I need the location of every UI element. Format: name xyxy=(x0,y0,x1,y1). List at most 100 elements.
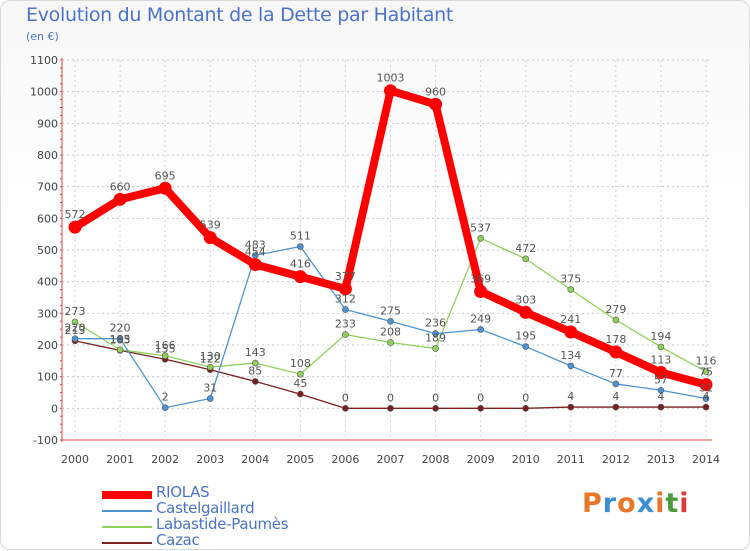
x-tick-label: 2005 xyxy=(286,453,314,466)
legend-label-castelgaillard: Castelgaillard xyxy=(156,499,255,517)
y-tick-label: 700 xyxy=(37,181,58,194)
data-label-cazac: 0 xyxy=(342,391,349,404)
data-point-riolas xyxy=(429,97,443,111)
data-label-castelgaillard: 312 xyxy=(335,293,356,306)
logo-letter: P xyxy=(582,488,603,519)
data-point-riolas xyxy=(519,305,533,319)
data-label-labastide-paumes: 108 xyxy=(290,357,311,370)
data-point-riolas xyxy=(654,366,668,380)
data-label-castelgaillard: 220 xyxy=(110,322,131,335)
data-label-riolas: 241 xyxy=(560,313,581,326)
data-label-cazac: 4 xyxy=(612,390,619,403)
data-point-labastide-paumes xyxy=(297,370,304,378)
data-point-labastide-paumes xyxy=(251,359,259,367)
data-point-labastide-paumes xyxy=(657,343,665,351)
data-label-labastide-paumes: 208 xyxy=(380,325,401,338)
logo-letter: x xyxy=(636,488,656,519)
data-point-riolas xyxy=(113,192,127,206)
legend-label-cazac: Cazac xyxy=(156,531,200,549)
x-tick-label: 2009 xyxy=(467,453,495,466)
data-label-labastide-paumes: 375 xyxy=(560,273,581,286)
data-point-cazac xyxy=(432,405,439,412)
data-label-riolas: 416 xyxy=(290,258,311,271)
data-label-cazac: 213 xyxy=(65,324,86,337)
logo-letter: r xyxy=(602,488,618,519)
data-label-cazac: 4 xyxy=(657,390,664,403)
data-point-riolas xyxy=(203,231,217,245)
data-point-castelgaillard xyxy=(71,335,79,342)
data-label-riolas: 660 xyxy=(110,180,131,193)
data-point-castelgaillard xyxy=(432,330,439,337)
data-label-cazac: 0 xyxy=(477,391,484,404)
chart-title: Evolution du Montant de la Dette par Hab… xyxy=(26,4,454,26)
data-label-labastide-paumes: 143 xyxy=(245,346,266,359)
data-label-cazac: 0 xyxy=(522,391,529,404)
data-label-labastide-paumes: 116 xyxy=(696,355,717,368)
data-point-cazac xyxy=(297,390,304,398)
y-tick-label: 600 xyxy=(37,212,58,225)
data-point-labastide-paumes xyxy=(702,368,710,375)
data-label-castelgaillard: 220 xyxy=(65,322,86,335)
data-label-castelgaillard: 31 xyxy=(203,382,217,395)
legend-label-riolas: RIOLAS xyxy=(156,483,210,501)
data-label-riolas: 303 xyxy=(515,293,536,306)
data-label-cazac: 183 xyxy=(110,333,131,346)
x-tick-label: 2012 xyxy=(602,453,630,466)
y-tick-label: 100 xyxy=(37,371,58,384)
data-point-castelgaillard xyxy=(657,386,665,394)
data-point-cazac xyxy=(477,405,484,412)
data-label-cazac: 85 xyxy=(248,364,262,377)
data-label-riolas: 539 xyxy=(200,219,221,232)
data-label-riolas: 178 xyxy=(605,333,626,346)
y-tick-label: 1100 xyxy=(30,54,58,67)
data-point-cazac xyxy=(657,403,665,411)
data-point-labastide-paumes xyxy=(161,352,169,360)
data-label-riolas: 695 xyxy=(155,169,176,182)
x-tick-label: 2004 xyxy=(241,453,269,466)
data-label-castelgaillard: 134 xyxy=(560,349,581,362)
data-label-riolas: 454 xyxy=(245,246,266,259)
y-tick-label: 800 xyxy=(37,149,58,162)
data-point-riolas xyxy=(384,84,397,98)
data-point-castelgaillard xyxy=(206,395,214,402)
y-tick-label: 400 xyxy=(37,276,58,289)
data-point-cazac xyxy=(612,403,620,411)
data-point-castelgaillard xyxy=(522,343,530,350)
data-label-labastide-paumes: 194 xyxy=(650,330,671,343)
data-point-castelgaillard xyxy=(702,395,710,402)
chart-subtitle: (en €) xyxy=(26,30,59,43)
data-label-labastide-paumes: 537 xyxy=(470,221,491,234)
data-point-cazac xyxy=(387,405,394,412)
data-point-cazac xyxy=(567,403,575,411)
data-label-riolas: 572 xyxy=(65,208,86,221)
data-label-riolas: 960 xyxy=(425,85,446,98)
data-point-cazac xyxy=(342,405,349,412)
data-label-cazac: 4 xyxy=(567,390,574,403)
data-label-castelgaillard: 57 xyxy=(654,373,668,386)
data-label-cazac: 4 xyxy=(703,390,710,403)
x-tick-label: 2003 xyxy=(196,453,224,466)
data-label-labastide-paumes: 130 xyxy=(200,350,221,363)
data-point-riolas xyxy=(699,378,713,392)
data-label-cazac: 45 xyxy=(293,377,307,390)
x-tick-label: 2001 xyxy=(106,453,134,466)
legend-swatch-castelgaillard xyxy=(102,510,152,512)
data-point-castelgaillard xyxy=(387,317,394,325)
data-label-castelgaillard: 77 xyxy=(609,367,623,380)
x-tick-label: 2014 xyxy=(692,453,720,466)
data-point-labastide-paumes xyxy=(387,339,394,346)
logo-letter: o xyxy=(617,488,637,519)
data-point-labastide-paumes xyxy=(342,331,349,338)
data-label-cazac: 122 xyxy=(200,353,221,366)
data-label-castelgaillard: 236 xyxy=(425,317,446,330)
x-tick-label: 2000 xyxy=(61,453,89,466)
data-label-castelgaillard: 31 xyxy=(699,382,713,395)
data-label-labastide-paumes: 273 xyxy=(65,305,86,318)
data-point-labastide-paumes xyxy=(71,318,79,326)
data-label-cazac: 0 xyxy=(432,391,439,404)
data-point-riolas xyxy=(68,220,82,234)
x-tick-label: 2013 xyxy=(647,453,675,466)
data-point-castelgaillard xyxy=(612,380,620,388)
logo-letter: i xyxy=(679,488,690,519)
data-label-cazac: 0 xyxy=(387,391,394,404)
